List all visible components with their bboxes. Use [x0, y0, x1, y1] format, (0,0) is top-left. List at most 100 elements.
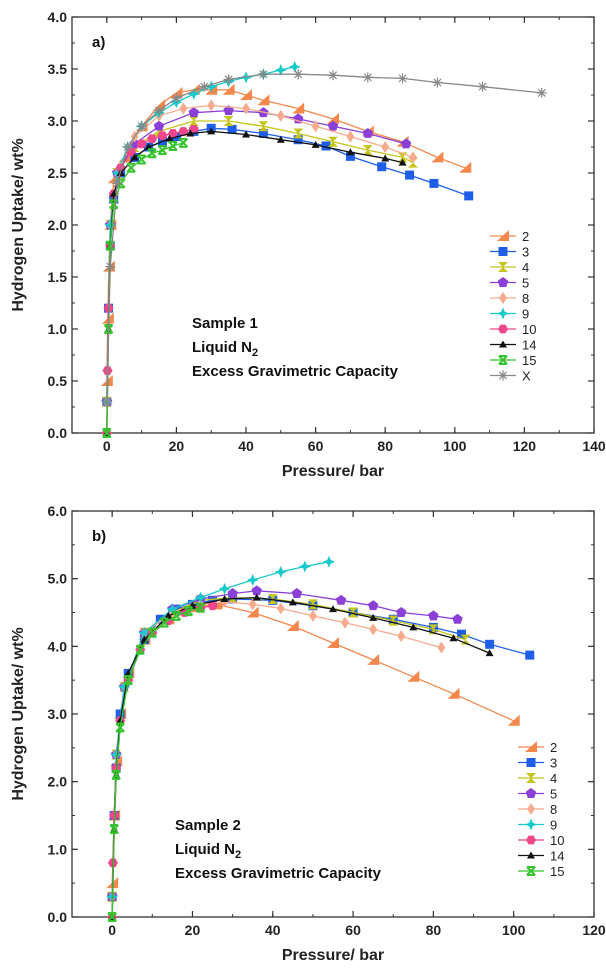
series-2-point: [292, 102, 305, 114]
series-5-point: [362, 127, 374, 138]
series-15-point: [135, 644, 145, 655]
series-5-point: [327, 120, 339, 131]
series-5-point: [291, 588, 303, 599]
legend-item: 4: [518, 771, 557, 786]
legend-marker: [498, 324, 508, 334]
legend-marker: [526, 773, 536, 783]
series-9-point: [274, 64, 287, 77]
legend-label: 5: [550, 787, 557, 802]
annotation-sample: Sample 1: [192, 315, 258, 332]
series-14-point: [485, 649, 494, 657]
x-tick-label: 80: [426, 922, 442, 938]
series-10-point: [157, 131, 168, 140]
series-9-point: [194, 591, 207, 604]
legend-item: 14: [490, 338, 536, 353]
legend-item: 15: [518, 864, 564, 879]
series-9-point: [138, 626, 151, 639]
legend-marker: [527, 803, 535, 815]
series-8-point: [381, 141, 390, 153]
series-X-point: [477, 81, 488, 92]
series-14-point: [288, 598, 297, 606]
series-10-point: [136, 139, 147, 149]
series-15-point: [195, 602, 206, 613]
series-10-point: [126, 147, 137, 157]
y-tick-label: 6.0: [48, 503, 68, 519]
series-2-point: [246, 606, 259, 618]
plot-frame: [71, 510, 595, 918]
series-15-point: [107, 912, 117, 922]
y-tick-label: 5.0: [48, 571, 68, 587]
series-8-point: [437, 641, 446, 654]
annotation-condition-main: Liquid N: [175, 841, 235, 858]
series-10-point: [207, 601, 218, 611]
legend-label: 9: [522, 307, 529, 322]
annotation-condition-subscript: 2: [252, 347, 258, 359]
series-3-point: [377, 162, 387, 172]
legend-label: 14: [550, 849, 564, 864]
legend-marker: [525, 741, 537, 752]
series-8-point: [308, 609, 317, 622]
series-14-point: [242, 130, 250, 138]
series-3-point: [321, 141, 331, 151]
series-14-point: [346, 148, 355, 156]
annotation-sample: Sample 2: [175, 817, 241, 834]
series-2-point: [327, 112, 339, 124]
series-3-point: [525, 650, 535, 660]
series-10-point: [167, 129, 178, 138]
x-tick-label: 40: [238, 438, 254, 454]
series-2-point: [459, 161, 472, 173]
legend-item: X: [490, 369, 531, 384]
series-2-point: [507, 714, 520, 726]
legend-marker: [526, 835, 536, 845]
legend-item: 10: [518, 833, 564, 848]
series-4-point: [223, 116, 234, 126]
series-15-point: [115, 722, 125, 733]
series-9-point: [288, 60, 301, 73]
series-3-point: [456, 629, 466, 639]
series-14: [102, 127, 407, 436]
series-9-point: [298, 560, 311, 573]
legend-item: 3: [518, 756, 557, 771]
series-4-point: [348, 607, 359, 618]
series-14-point: [398, 158, 407, 166]
legend-marker: [526, 758, 536, 767]
series-9-point: [111, 167, 124, 179]
legend-label: 4: [522, 260, 529, 275]
chart-panel-a: 0 20 40 60 80 100 120 140 0.0 0.5 1.0 1.5 2.0 2.5 3.0 3…: [10, 9, 606, 480]
series-4-point: [267, 593, 278, 604]
legend-marker: [499, 340, 507, 348]
legend-label: 15: [522, 353, 536, 368]
series-2-point: [407, 670, 420, 682]
series-8-point: [276, 109, 285, 122]
series-15-point: [157, 145, 168, 156]
series-X-point: [136, 121, 147, 132]
series-14-point: [252, 593, 261, 601]
legend-label: 10: [550, 833, 564, 848]
legend-item: 2: [490, 229, 529, 244]
annotation: Sample 2 Liquid N2 Excess Gravimetric Ca…: [175, 817, 382, 882]
series-3: [107, 594, 535, 902]
legend-item: 8: [518, 802, 557, 817]
series-9-point: [104, 219, 117, 231]
y-tick-label: 0.0: [48, 909, 68, 925]
series-X-point: [293, 69, 304, 80]
legend-label: 3: [550, 756, 557, 771]
series-15-point: [105, 240, 115, 251]
x-axis-title: Pressure/ bar: [282, 463, 384, 480]
y-axis-title: Hydrogen Uptake/ wt%: [10, 138, 27, 311]
legend-marker: [497, 307, 509, 320]
series-X-point: [122, 142, 133, 152]
series-14-point: [369, 613, 378, 621]
y-tick-label: 2.0: [48, 774, 68, 790]
series-14-point: [409, 623, 418, 631]
series-X-point: [258, 69, 269, 80]
legend-item: 9: [518, 818, 557, 833]
legend-label: 9: [550, 818, 557, 833]
series-4-point: [293, 128, 304, 139]
legend-item: 9: [490, 307, 529, 322]
legend-label: 15: [550, 864, 564, 879]
series-14-point: [165, 134, 174, 142]
series-X-point: [154, 105, 164, 116]
series-9-point: [118, 680, 131, 693]
